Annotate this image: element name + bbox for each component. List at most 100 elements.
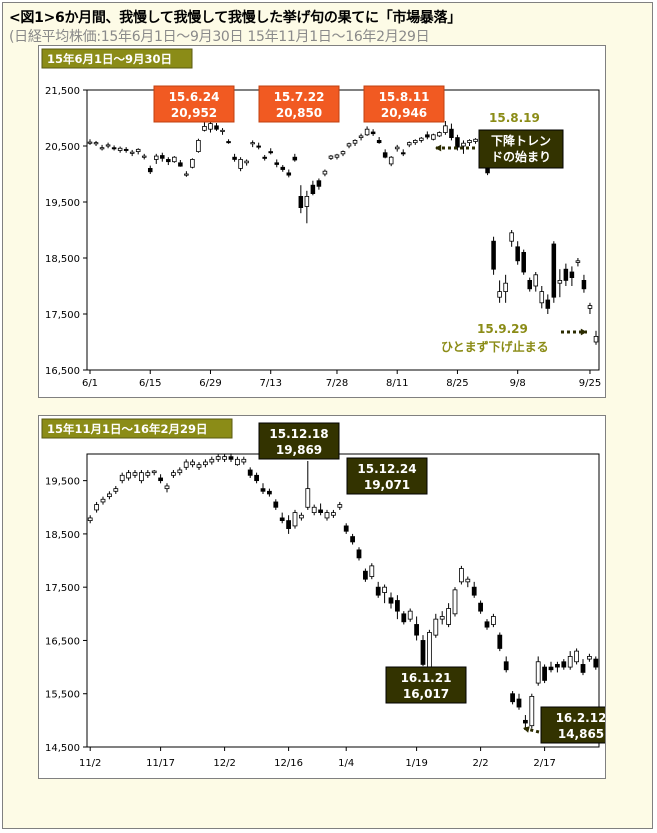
candle (439, 611, 445, 625)
annotation-box (258, 422, 340, 460)
candle-body (467, 140, 472, 144)
candle-body (328, 155, 334, 159)
candle (238, 157, 243, 172)
candle (244, 159, 249, 166)
candle (427, 629, 432, 670)
candle-body (437, 132, 442, 137)
candle-body (593, 335, 599, 343)
candle (298, 185, 304, 214)
annotation-text: 20,946 (381, 106, 427, 120)
x-tick-label: 8/25 (446, 378, 468, 389)
candle-body (273, 501, 279, 508)
candle-body (569, 271, 575, 278)
candle-body (228, 456, 234, 460)
candle-body (226, 141, 231, 144)
candle-body (324, 512, 330, 519)
candle-body (497, 634, 503, 649)
candle-body (427, 632, 432, 668)
candle (241, 456, 247, 465)
candle (407, 608, 413, 622)
candle (123, 147, 129, 153)
candle (203, 459, 208, 468)
annotation-box (478, 129, 564, 169)
candle (406, 141, 412, 148)
candle-body (545, 299, 551, 309)
candle (183, 459, 189, 470)
candle-body (478, 602, 483, 612)
candle (318, 503, 323, 516)
candle (262, 154, 267, 161)
candle-body (449, 128, 454, 138)
annotation-arrowhead (523, 726, 530, 733)
candle (250, 140, 255, 148)
candle-body (166, 159, 171, 163)
candle-body (574, 650, 579, 663)
candle (567, 651, 573, 670)
x-tick-label: 6/15 (139, 378, 161, 389)
candle-body (413, 140, 418, 144)
candle-body (503, 282, 508, 292)
candle-body (364, 128, 370, 136)
candle (471, 581, 477, 598)
candle-body (358, 135, 364, 138)
candle (178, 160, 183, 167)
candle-body (394, 146, 400, 150)
candle-body (407, 610, 413, 620)
candle-body (581, 279, 587, 290)
candle (299, 512, 304, 521)
candle (337, 501, 343, 510)
candle-body (203, 461, 208, 466)
x-tick-label: 2/17 (533, 758, 555, 769)
candle (587, 653, 592, 662)
candle (473, 138, 478, 144)
candle (280, 165, 286, 172)
annotation: 15.7.22 20,850 (258, 85, 340, 123)
candle-body (256, 145, 261, 148)
candle-body (208, 123, 213, 130)
candle (93, 140, 99, 146)
candle (484, 619, 490, 630)
candle (305, 460, 311, 510)
candle-body (267, 490, 272, 495)
candle-body (164, 485, 170, 490)
candle-body (94, 504, 99, 511)
candle (105, 142, 111, 149)
candle-body (431, 134, 436, 140)
candle (491, 236, 496, 275)
candle (322, 169, 328, 177)
candle-body (238, 159, 243, 169)
candle (527, 277, 532, 292)
annotation-text: 19,869 (276, 443, 322, 457)
candle-body (105, 144, 111, 147)
annotation: 15.8.19 (489, 111, 540, 125)
candle-body (87, 517, 93, 521)
candle (467, 139, 472, 146)
y-tick-label: 17,500 (45, 310, 80, 321)
candle (222, 454, 227, 462)
candle-body (139, 472, 144, 482)
candle-body (183, 461, 189, 468)
candle (279, 512, 285, 524)
candle (226, 139, 231, 144)
period-badge: 15年11月1日〜16年2月29日 (41, 418, 233, 439)
annotation-box (540, 706, 605, 744)
period-badge-label: 15年11月1日〜16年2月29日 (47, 422, 208, 436)
candle-body (593, 658, 599, 668)
candlestick-chart-2: 19,500 18,500 17,500 16,500 15,500 14,500 11/2… (41, 418, 605, 769)
candle (376, 137, 382, 144)
candle-body (151, 470, 157, 474)
candle (209, 456, 215, 465)
candle (160, 152, 165, 162)
y-tick-label: 18,500 (45, 530, 80, 541)
candle-body (177, 469, 183, 474)
candle-body (567, 656, 573, 668)
candle-body (286, 172, 292, 176)
candle (256, 142, 261, 150)
candle-body (113, 488, 119, 492)
candle-body (497, 291, 502, 298)
candle-body (250, 142, 255, 145)
candle-body (260, 488, 266, 492)
candle-body (523, 719, 528, 724)
annotation-text: 15.8.19 (489, 111, 540, 125)
candle-body (316, 180, 322, 187)
